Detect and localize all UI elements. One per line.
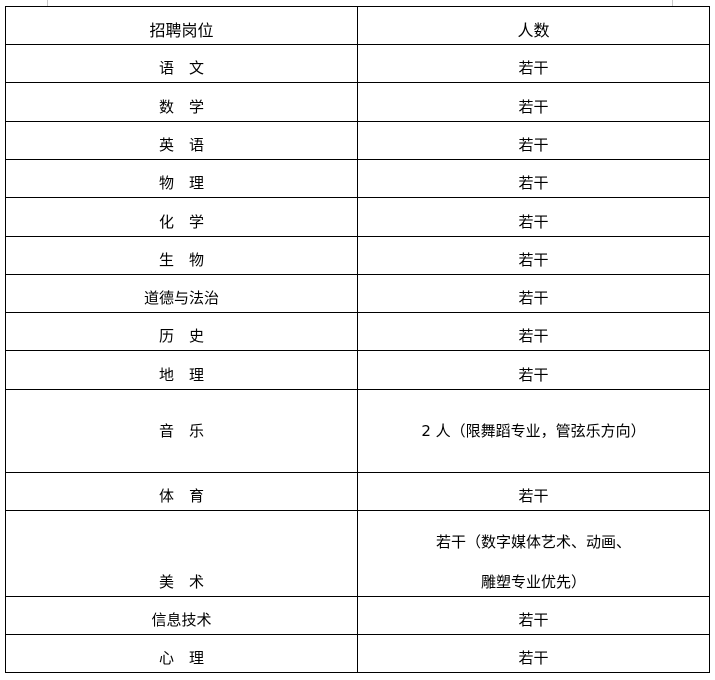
position-cell: 物 理 bbox=[5, 159, 358, 198]
count-line-1: 若干（数字媒体艺术、动画、 bbox=[435, 533, 631, 551]
table-row: 语 文若干 bbox=[5, 44, 710, 83]
table-row: 历 史若干 bbox=[5, 312, 710, 351]
position-cell: 生 物 bbox=[5, 236, 358, 275]
position-cell: 道德与法治 bbox=[5, 274, 358, 313]
count-cell: 若干 bbox=[357, 44, 710, 83]
page-margin-mark bbox=[672, 0, 673, 6]
position-cell: 地 理 bbox=[5, 350, 358, 390]
table-row: 体 育若干 bbox=[5, 472, 710, 511]
count-line-2: 雕塑专业优先） bbox=[480, 573, 586, 591]
position-cell: 体 育 bbox=[5, 472, 358, 511]
table-row: 美 术若干（数字媒体艺术、动画、 雕塑专业优先） bbox=[5, 510, 710, 597]
table-row: 化 学若干 bbox=[5, 197, 710, 237]
position-cell: 化 学 bbox=[5, 197, 358, 237]
count-cell: 若干 bbox=[357, 159, 710, 198]
position-cell: 音 乐 bbox=[5, 389, 358, 473]
table-row: 英 语若干 bbox=[5, 121, 710, 160]
position-cell: 心 理 bbox=[5, 634, 358, 673]
table-row: 生 物若干 bbox=[5, 236, 710, 275]
count-cell: 2 人（限舞蹈专业，管弦乐方向） bbox=[357, 389, 710, 473]
table-row: 数 学若干 bbox=[5, 82, 710, 122]
count-cell: 若干 bbox=[357, 197, 710, 237]
count-cell: 若干 bbox=[357, 121, 710, 160]
count-cell: 若干 bbox=[357, 472, 710, 511]
recruitment-table: 招聘岗位 人数 语 文若干 数 学若干 英 语若干 物 理若干 化 学若干 生 … bbox=[5, 6, 710, 673]
position-cell: 英 语 bbox=[5, 121, 358, 160]
position-cell: 信息技术 bbox=[5, 596, 358, 635]
table-row: 地 理若干 bbox=[5, 350, 710, 390]
count-cell: 若干 bbox=[357, 274, 710, 313]
table-row: 道德与法治 若干 bbox=[5, 274, 710, 313]
header-position: 招聘岗位 bbox=[5, 6, 358, 45]
position-cell: 美 术 bbox=[5, 510, 358, 597]
position-cell: 历 史 bbox=[5, 312, 358, 351]
count-cell: 若干（数字媒体艺术、动画、 雕塑专业优先） bbox=[357, 510, 710, 597]
table-row: 信息技术 若干 bbox=[5, 596, 710, 635]
count-cell: 若干 bbox=[357, 634, 710, 673]
header-count: 人数 bbox=[357, 6, 710, 45]
table-row: 物 理若干 bbox=[5, 159, 710, 198]
position-cell: 数 学 bbox=[5, 82, 358, 122]
position-cell: 语 文 bbox=[5, 44, 358, 83]
table-header-row: 招聘岗位 人数 bbox=[5, 6, 710, 45]
count-cell: 若干 bbox=[357, 236, 710, 275]
page-margin-mark bbox=[47, 0, 48, 6]
count-cell: 若干 bbox=[357, 82, 710, 122]
count-cell: 若干 bbox=[357, 350, 710, 390]
count-cell: 若干 bbox=[357, 312, 710, 351]
count-cell: 若干 bbox=[357, 596, 710, 635]
table-row: 心 理若干 bbox=[5, 634, 710, 673]
